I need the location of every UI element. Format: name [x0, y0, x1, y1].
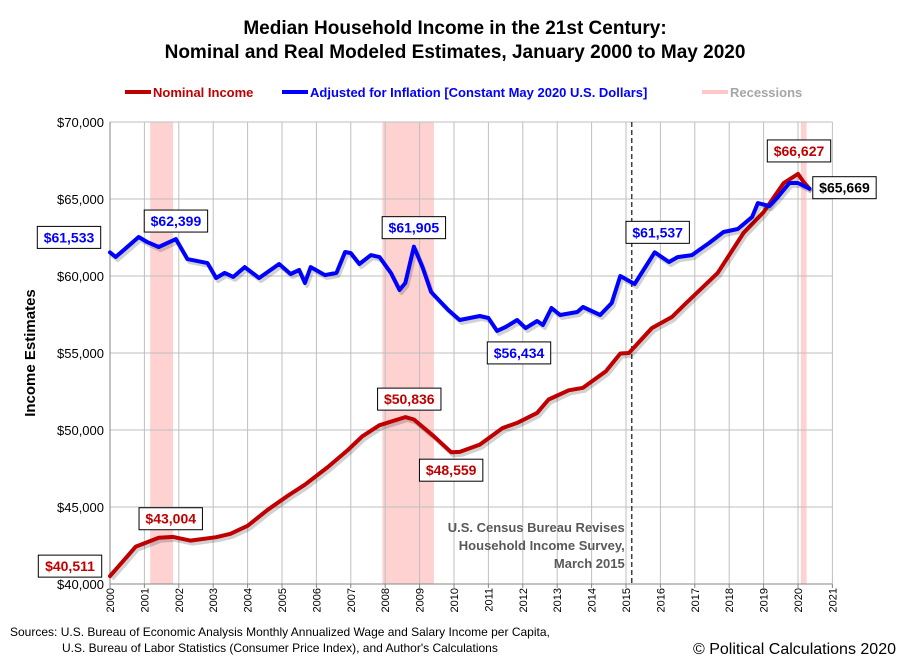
y-tick-label: $55,000	[57, 346, 104, 361]
x-tick-label: 2010	[449, 588, 461, 612]
data-label: $61,537	[632, 224, 683, 240]
gridlines	[109, 121, 833, 585]
series-line	[108, 171, 812, 579]
data-label: $66,627	[774, 143, 825, 159]
data-label-box	[143, 209, 209, 233]
event-note-line: U.S. Census Bureau Revises	[448, 520, 625, 535]
data-label-box	[377, 387, 442, 411]
data-label: $43,004	[145, 511, 196, 527]
y-tick-label: $70,000	[57, 115, 104, 130]
series-lines	[108, 171, 814, 581]
x-tick-label: 2005	[277, 588, 289, 612]
x-tick-label: 2014	[587, 588, 599, 612]
x-tick-label: 2020	[793, 588, 805, 612]
x-tick-label: 2008	[380, 588, 392, 612]
data-label: $48,559	[426, 462, 477, 478]
x-tick-label: 2006	[311, 588, 323, 612]
x-tick-label: 2015	[621, 588, 633, 612]
data-label: $62,399	[151, 213, 202, 229]
y-tick-label: $50,000	[57, 423, 104, 438]
x-tick-label: 2009	[415, 588, 427, 612]
data-label-box	[418, 458, 484, 482]
census-revision-marker: U.S. Census Bureau Revises Household Inco…	[448, 122, 633, 584]
x-tick-label: 2018	[724, 588, 736, 612]
x-tick-label: 2017	[690, 588, 702, 612]
data-label-box	[486, 341, 552, 365]
x-tick-label: 2013	[552, 588, 564, 612]
data-label: $65,669	[819, 180, 870, 196]
x-tick-label: 2007	[346, 588, 358, 612]
data-label-box	[381, 216, 447, 240]
data-label: $61,905	[389, 220, 440, 236]
event-note-line: March 2015	[554, 556, 625, 571]
y-tick-label: $45,000	[57, 500, 104, 515]
x-tick-label: 2011	[483, 588, 495, 612]
x-tick-label: 2004	[243, 588, 255, 612]
x-tick-label: 2001	[139, 588, 151, 612]
legend: Nominal Income Adjusted for Inflation [Co…	[125, 85, 802, 100]
data-label-box	[138, 507, 203, 531]
legend-label: Nominal Income	[153, 85, 253, 100]
legend-label: Recessions	[730, 85, 802, 100]
data-label-box	[812, 176, 877, 200]
chart-title-line1: Median Household Income in the 21st Cent…	[243, 18, 666, 39]
x-tick-label: 2021	[827, 588, 839, 612]
series-shadow	[110, 184, 813, 336]
data-label-box	[625, 220, 690, 244]
axes: $40,000 $45,000 $50,000 $55,000 $60,000 $65,0…	[57, 115, 839, 612]
sources-line2: U.S. Bureau of Labor Statistics (Consume…	[62, 641, 498, 655]
x-tick-label: 2003	[208, 588, 220, 612]
y-tick-label: $60,000	[57, 269, 104, 284]
x-tick-label: 2016	[655, 588, 667, 612]
x-tick-label: 2002	[174, 588, 186, 612]
data-label: $40,511	[45, 558, 95, 574]
series-shadow	[110, 174, 814, 581]
series-line	[108, 181, 812, 333]
x-tick-label: 2012	[518, 588, 530, 612]
data-label-box	[766, 139, 832, 163]
data-label: $50,836	[384, 391, 435, 407]
data-labels: $61,533 $62,399 $61,905 $56,434 $61,537 $65,6…	[36, 139, 877, 578]
y-axis-label: Income Estimates	[22, 289, 39, 417]
x-tick-label: 2019	[759, 588, 771, 612]
y-tick-label: $65,000	[57, 192, 104, 207]
legend-label: Adjusted for Inflation [Constant May 202…	[310, 85, 647, 100]
data-label: $56,434	[494, 345, 545, 361]
data-label-box	[37, 554, 103, 578]
data-label-box	[36, 225, 102, 249]
event-note-line: Household Income Survey,	[459, 538, 625, 553]
x-tick-label: 2000	[105, 588, 117, 612]
data-label: $61,533	[44, 229, 95, 245]
copyright: © Political Calculations 2020	[693, 641, 896, 658]
y-tick-label: $40,000	[57, 577, 104, 592]
sources-line1: Sources: U.S. Bureau of Economic Analysi…	[10, 625, 550, 639]
chart-title-line2: Nominal and Real Modeled Estimates, Janu…	[165, 42, 746, 63]
